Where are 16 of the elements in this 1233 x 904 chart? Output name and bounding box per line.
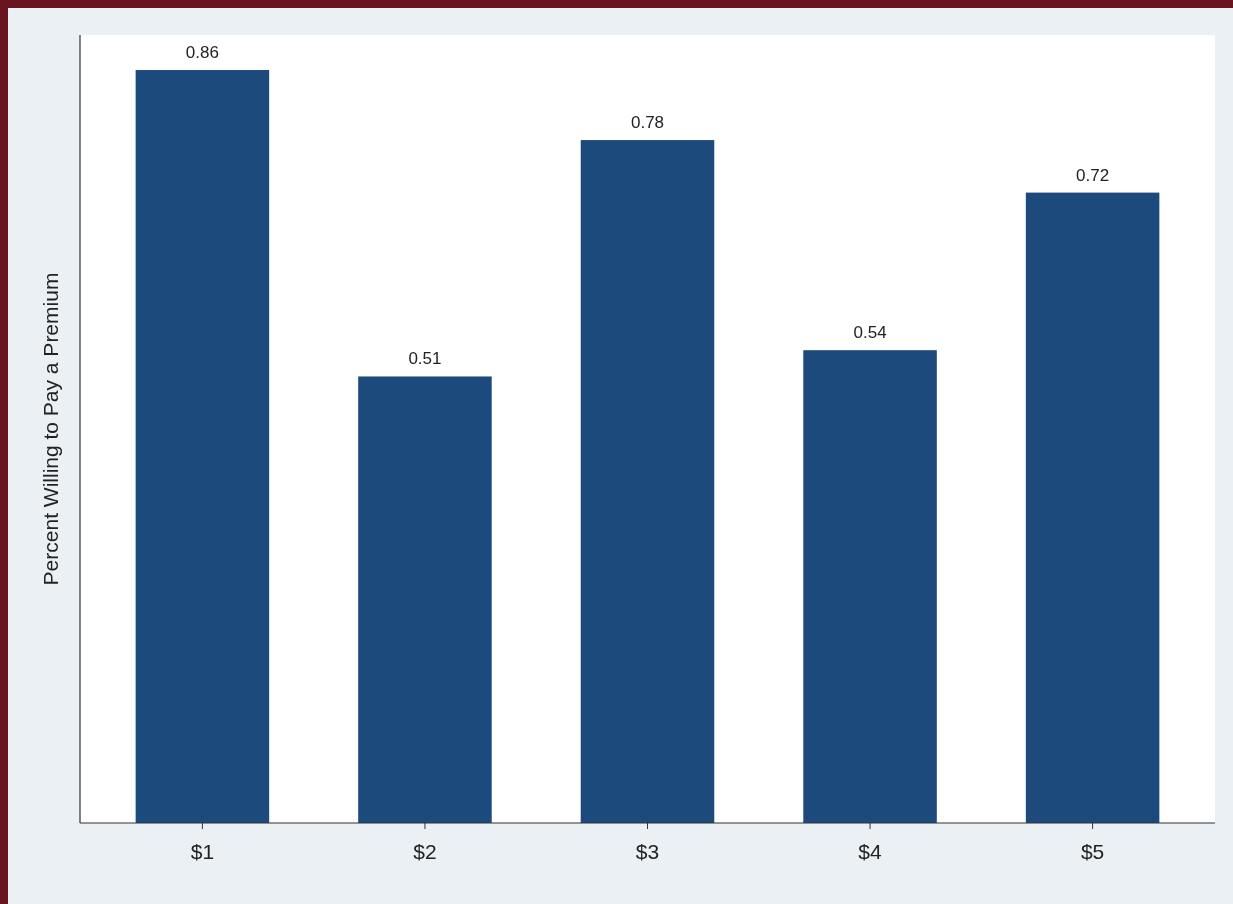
bar	[580, 140, 715, 823]
x-tick-label: $1	[190, 840, 215, 863]
bar	[135, 70, 270, 823]
bar	[803, 350, 937, 823]
x-tick-label: $5	[1080, 840, 1105, 863]
bar	[1025, 192, 1160, 823]
bar	[358, 376, 492, 823]
data-label: 0.86	[185, 43, 219, 63]
data-label: 0.54	[853, 323, 887, 343]
data-label: 0.72	[1076, 165, 1110, 185]
data-label: 0.51	[408, 349, 442, 369]
x-tick-label: $4	[858, 840, 883, 863]
x-tick-label: $3	[635, 840, 660, 863]
y-axis-title: Percent Willing to Pay a Premium	[39, 272, 62, 586]
x-tick-label: $2	[413, 840, 437, 863]
data-label: 0.78	[630, 113, 665, 133]
